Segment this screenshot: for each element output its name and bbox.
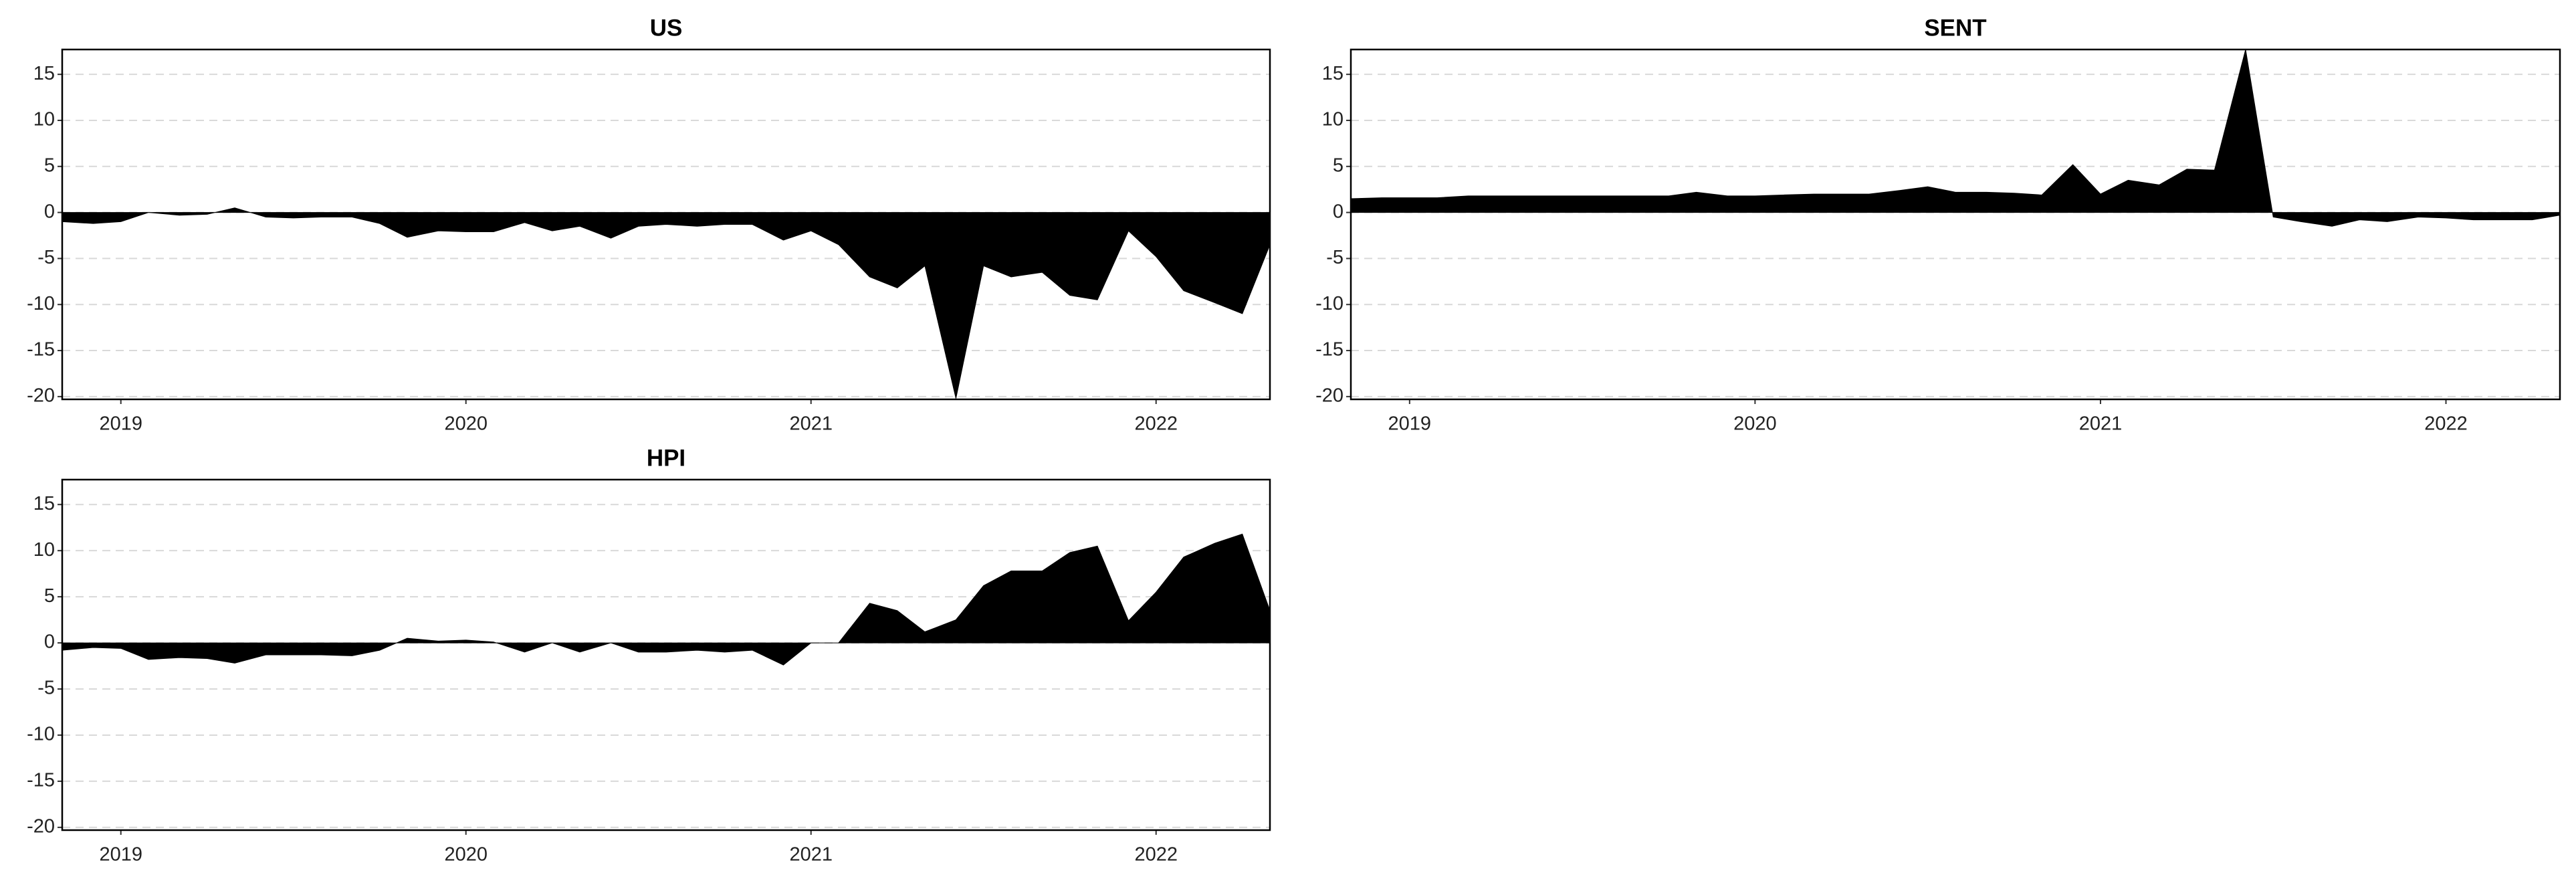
y-tick-label: -15 — [1315, 339, 1344, 361]
y-tick-label: 15 — [33, 493, 55, 514]
area — [1350, 49, 2561, 227]
chart-title: US — [650, 15, 683, 41]
y-tick-label: -15 — [27, 770, 55, 791]
x-tick-label: 2020 — [1733, 413, 1777, 435]
y-tick-label: -20 — [27, 385, 55, 407]
y-tick-label: 5 — [1333, 155, 1344, 176]
y-tick-label: -5 — [1326, 247, 1344, 268]
chart-title: SENT — [1924, 15, 1986, 41]
y-tick-label: 10 — [33, 109, 55, 130]
plot-frame — [61, 478, 1271, 831]
area — [62, 207, 1271, 399]
y-tick-label: -20 — [27, 816, 55, 837]
x-tick-label: 2021 — [789, 844, 833, 866]
chart-title: HPI — [647, 445, 685, 471]
y-tick-label: -10 — [27, 724, 55, 745]
y-tick-label: -10 — [27, 293, 55, 314]
y-tick-label: 15 — [1322, 63, 1344, 84]
x-tick-label: 2022 — [1134, 844, 1178, 866]
x-tick-label: 2019 — [99, 844, 142, 866]
y-tick-label: -5 — [37, 678, 55, 699]
y-tick-label: -20 — [1315, 385, 1344, 407]
y-tick-label: -5 — [37, 247, 55, 268]
y-tick-label: 5 — [44, 155, 55, 176]
y-tick-label: 0 — [44, 631, 55, 653]
x-tick-label: 2021 — [789, 413, 833, 435]
x-tick-label: 2020 — [444, 413, 488, 435]
y-tick-label: 0 — [1333, 201, 1344, 222]
area — [62, 533, 1271, 666]
x-tick-label: 2022 — [1134, 413, 1178, 435]
y-tick-label: 0 — [44, 201, 55, 222]
x-tick-label: 2020 — [444, 844, 488, 866]
x-tick-label: 2021 — [2079, 413, 2123, 435]
x-tick-label: 2022 — [2424, 413, 2468, 435]
y-tick-label: -10 — [1315, 293, 1344, 314]
y-tick-label: 5 — [44, 585, 55, 607]
plot-frame — [61, 48, 1271, 401]
y-tick-label: 10 — [1322, 109, 1344, 130]
y-tick-label: -15 — [27, 339, 55, 361]
x-tick-label: 2019 — [99, 413, 142, 435]
y-tick-label: 10 — [33, 539, 55, 561]
x-tick-label: 2019 — [1388, 413, 1432, 435]
y-tick-label: 15 — [33, 63, 55, 84]
plot-frame — [1350, 48, 2561, 401]
